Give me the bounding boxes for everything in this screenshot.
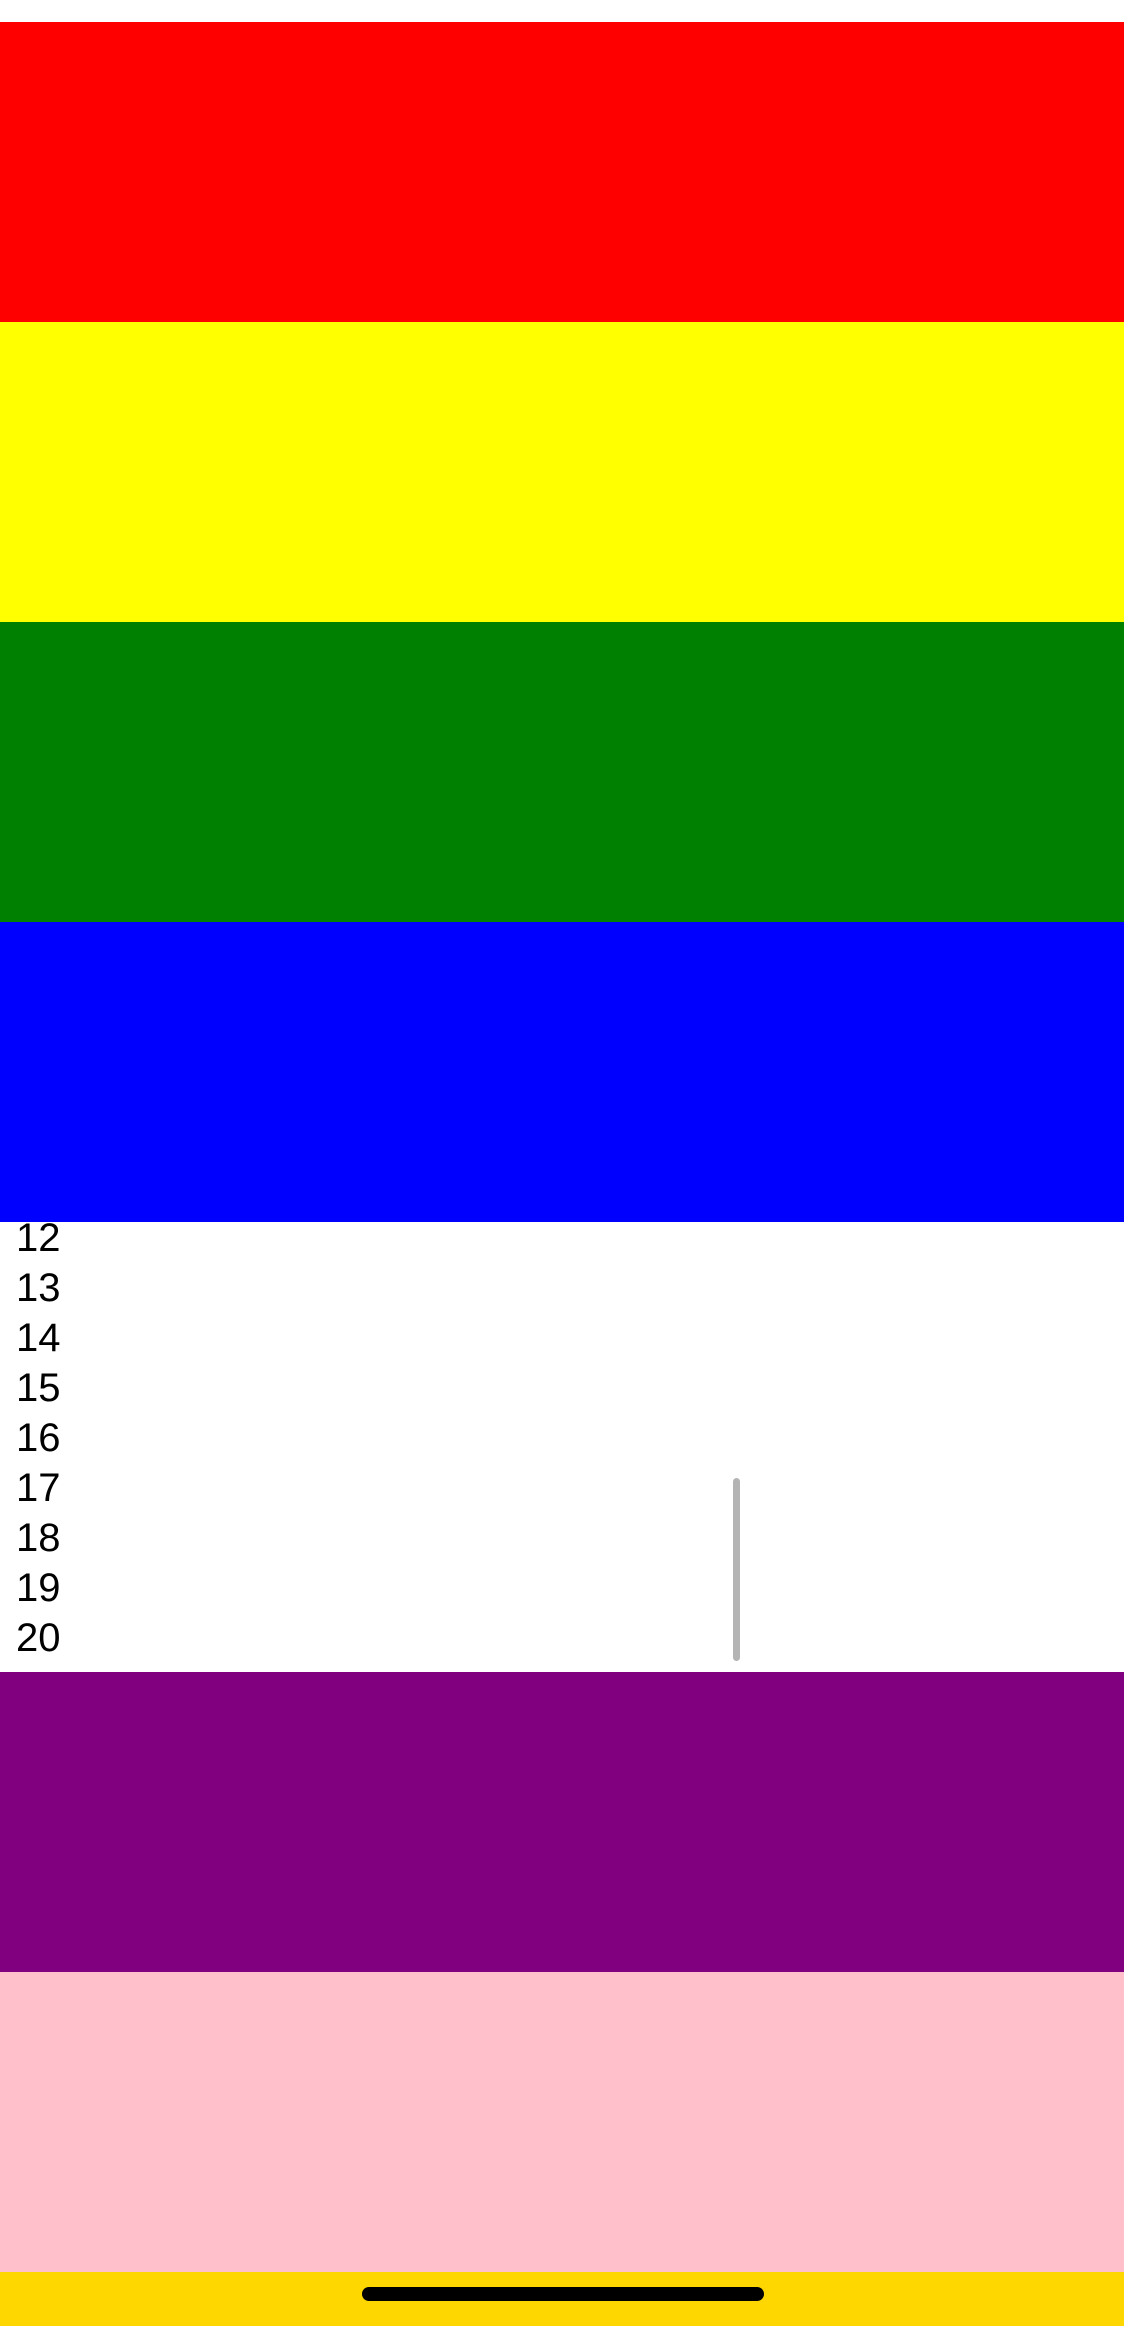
list-item: 16 xyxy=(16,1416,61,1460)
number-scroll-view[interactable]: 12 13 14 15 16 17 18 19 20 xyxy=(0,1222,1124,1672)
list-item: 15 xyxy=(16,1366,61,1410)
scroll-indicator[interactable] xyxy=(733,1478,740,1661)
red-band xyxy=(0,22,1124,322)
list-item: 12 xyxy=(16,1222,61,1260)
list-item: 19 xyxy=(16,1566,61,1610)
purple-band xyxy=(0,1672,1124,1972)
list-item: 14 xyxy=(16,1316,61,1360)
yellow-band xyxy=(0,322,1124,622)
pink-band xyxy=(0,1972,1124,2272)
list-item: 18 xyxy=(16,1516,61,1560)
list-item: 13 xyxy=(16,1266,61,1310)
number-list: 12 13 14 15 16 17 18 19 20 xyxy=(16,1222,61,1663)
green-band xyxy=(0,622,1124,922)
home-indicator[interactable] xyxy=(362,2287,764,2301)
list-item: 17 xyxy=(16,1466,61,1510)
list-item: 20 xyxy=(16,1616,61,1660)
blue-band xyxy=(0,922,1124,1222)
